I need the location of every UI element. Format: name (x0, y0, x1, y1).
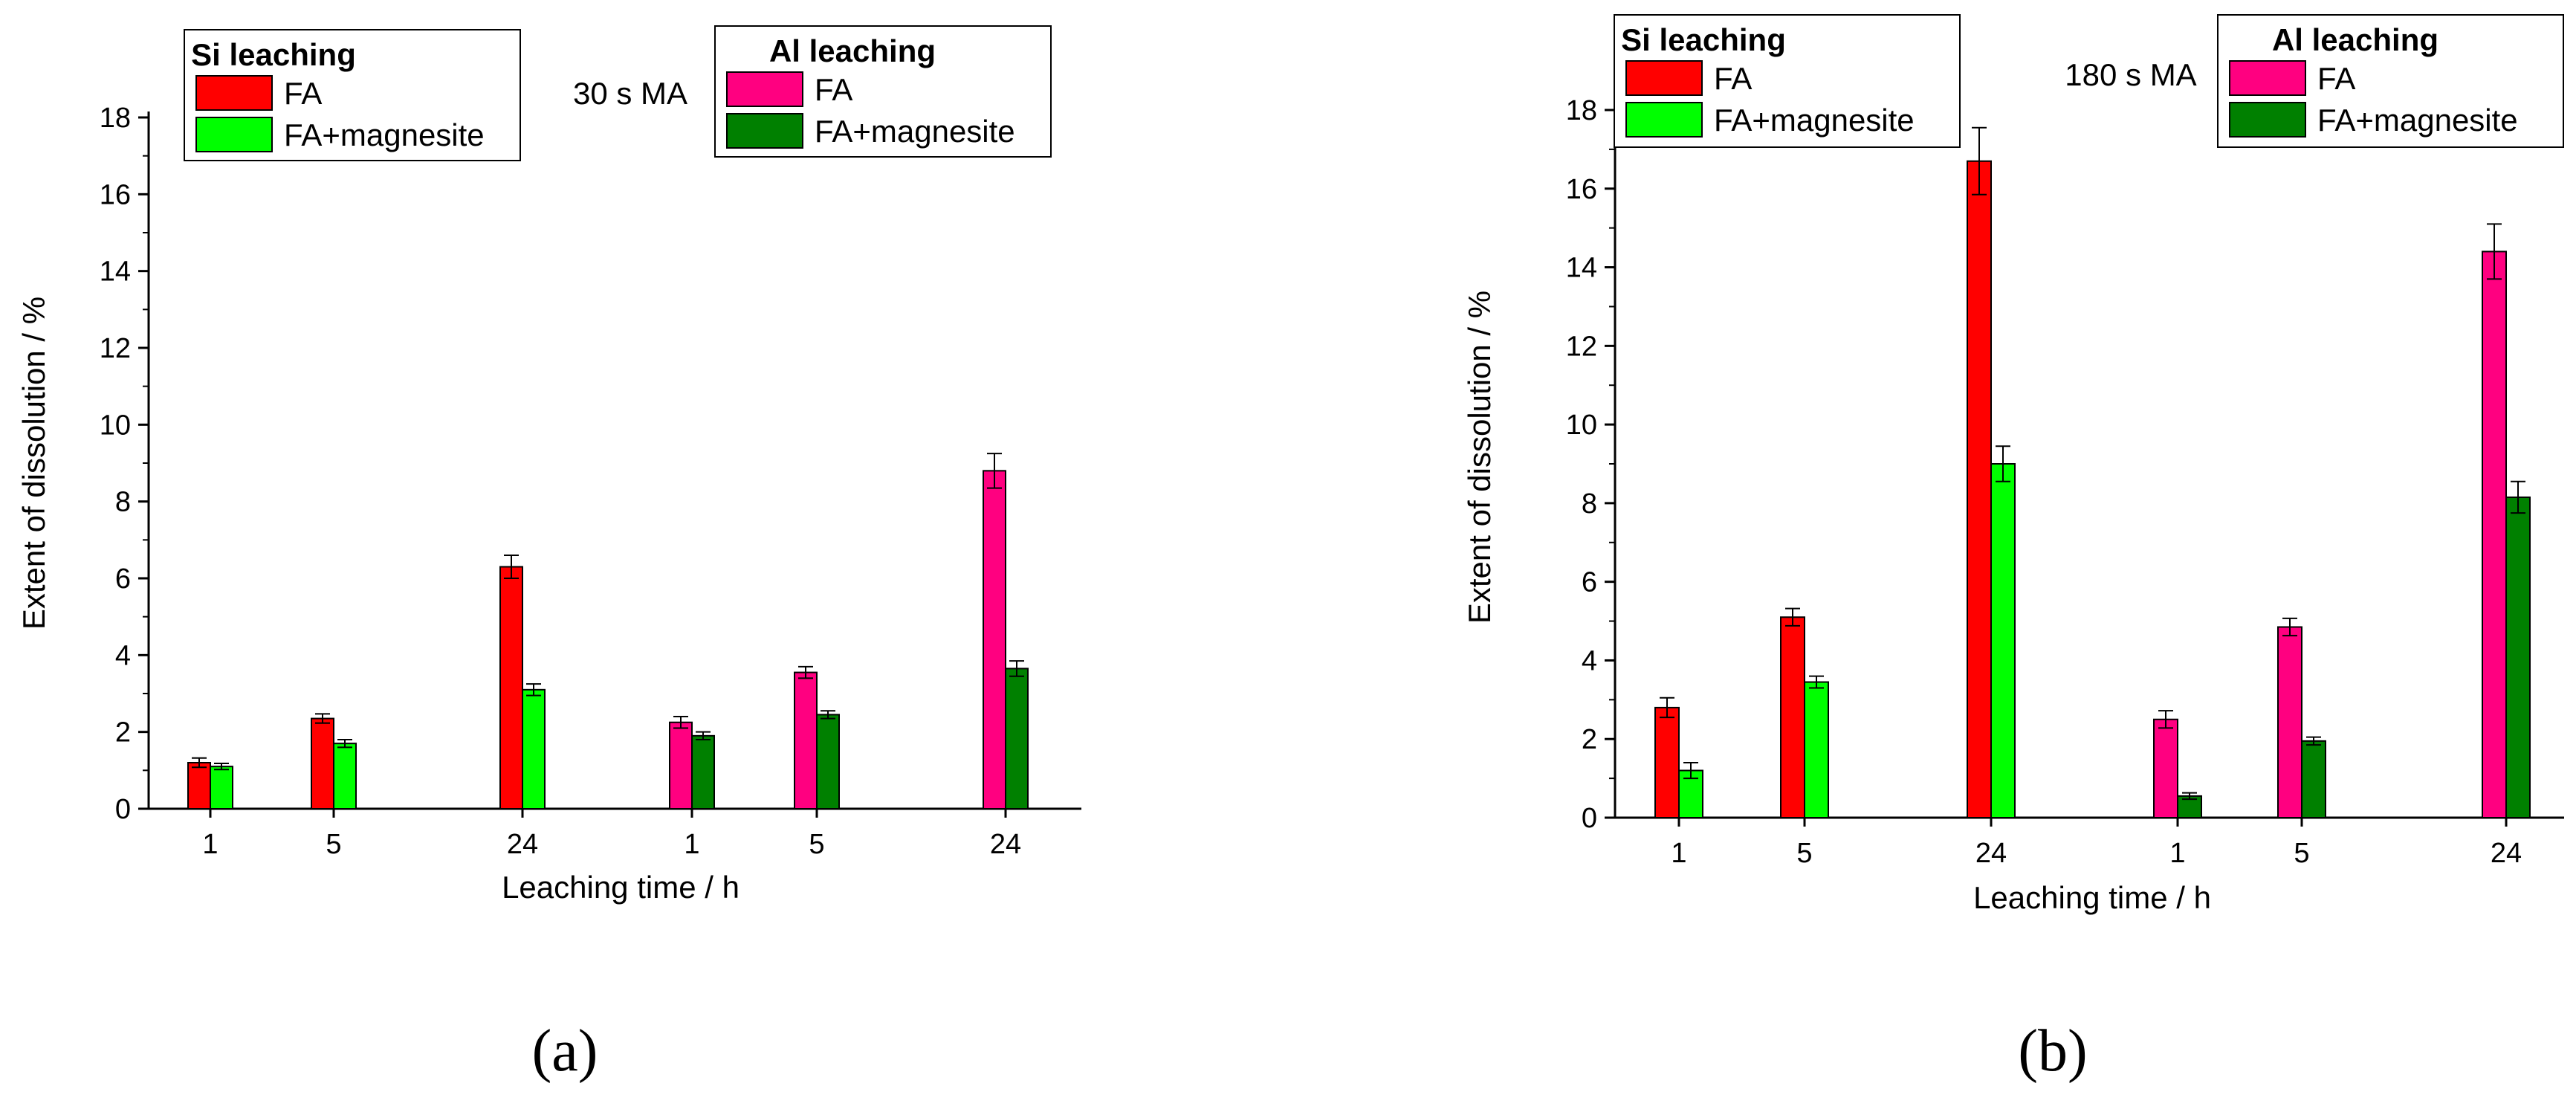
legend-label: FA+magnesite (815, 114, 1015, 149)
bar-al-leaching-fa (794, 671, 818, 809)
legend-si: Si leaching FA FA+magnesite (184, 29, 521, 161)
legend-swatch (2229, 60, 2306, 96)
x-tick-label: 1 (1671, 838, 1686, 869)
x-axis-title: Leaching time / h (1973, 880, 2211, 915)
y-tick-label: 8 (115, 487, 131, 518)
y-tick-label: 10 (1566, 410, 1597, 441)
y-tick-label: 16 (1566, 174, 1597, 205)
y-axis-title: Extent of dissolution / % (1462, 291, 1497, 624)
legend-swatch (1625, 102, 1703, 138)
y-tick-label: 0 (1582, 803, 1597, 834)
bar-si-leaching-fa-magnesite (1990, 463, 2016, 818)
y-tick-label: 2 (1582, 724, 1597, 755)
legend-swatch (1625, 60, 1703, 96)
bar-al-leaching-fa (2277, 626, 2302, 818)
legend-label: FA+magnesite (284, 117, 485, 152)
y-axis-title: Extent of dissolution / % (16, 297, 51, 630)
bar-al-leaching-fa (983, 470, 1006, 809)
bar-al-leaching-fa-magnesite (1005, 668, 1029, 810)
y-tick-label: 18 (1566, 95, 1597, 126)
x-tick-label: 24 (990, 829, 1021, 860)
legend-title: Si leaching (1621, 22, 1786, 57)
bar-si-leaching-fa (1654, 706, 1680, 819)
y-tick-label: 0 (115, 794, 131, 825)
bar-si-leaching-fa (187, 762, 211, 809)
legend-swatch (726, 113, 803, 149)
x-tick-label: 24 (507, 829, 538, 860)
bar-al-leaching-fa (669, 721, 693, 809)
y-tick-label: 4 (115, 640, 131, 671)
x-tick-label: 5 (326, 829, 341, 860)
legend-swatch (195, 117, 273, 152)
x-tick-label: 24 (2491, 838, 2522, 869)
legend-label: FA+magnesite (1714, 103, 1915, 138)
legend-si: Si leaching FA FA+magnesite (1614, 14, 1961, 148)
bar-si-leaching-fa (499, 566, 523, 809)
y-tick-label: 10 (100, 410, 131, 441)
y-tick-label: 12 (1566, 331, 1597, 362)
bar-al-leaching-fa-magnesite (2505, 496, 2531, 818)
legend-swatch (195, 75, 273, 111)
bar-al-leaching-fa (2153, 718, 2178, 818)
legend-al: Al leaching FA FA+magnesite (714, 25, 1052, 158)
treatment-annotation: 180 s MA (2065, 57, 2196, 92)
y-tick-label: 2 (115, 717, 131, 749)
bar-al-leaching-fa-magnesite (2301, 740, 2326, 818)
x-tick-label: 5 (2294, 838, 2309, 869)
legend-title: Al leaching (2272, 22, 2439, 57)
y-tick-label: 12 (100, 333, 131, 364)
bar-al-leaching-fa-magnesite (691, 734, 715, 809)
x-tick-label: 5 (809, 829, 824, 860)
panel-label: (b) (2018, 1018, 2087, 1084)
y-tick-label: 14 (100, 256, 131, 288)
y-tick-label: 16 (100, 179, 131, 210)
panel-label: (a) (532, 1018, 598, 1084)
bar-si-leaching-fa (1967, 160, 1992, 818)
legend-label: FA (2317, 61, 2355, 96)
bar-al-leaching-fa (2482, 251, 2507, 818)
legend-label: FA (1714, 61, 1752, 96)
legend-title: Al leaching (769, 33, 936, 68)
bar-si-leaching-fa-magnesite (210, 766, 233, 809)
bar-si-leaching-fa-magnesite (333, 743, 357, 810)
legend-label: FA+magnesite (2317, 103, 2518, 138)
bar-si-leaching-fa (1780, 616, 1805, 818)
y-tick-label: 18 (100, 103, 131, 134)
y-tick-label: 4 (1582, 645, 1597, 676)
legend-label: FA (284, 76, 322, 111)
bar-al-leaching-fa-magnesite (816, 714, 840, 810)
x-tick-label: 5 (1796, 838, 1812, 869)
legend-title: Si leaching (191, 37, 356, 72)
y-tick-label: 6 (1582, 567, 1597, 598)
y-tick-label: 6 (115, 563, 131, 595)
bar-si-leaching-fa-magnesite (522, 688, 546, 809)
y-tick-label: 8 (1582, 488, 1597, 520)
x-tick-label: 1 (2169, 838, 2185, 869)
legend-al: Al leaching FA FA+magnesite (2217, 14, 2564, 148)
bar-si-leaching-fa (311, 717, 334, 809)
legend-swatch (2229, 102, 2306, 138)
legend-label: FA (815, 72, 852, 107)
y-tick-label: 14 (1566, 253, 1597, 284)
x-tick-label: 1 (684, 829, 699, 860)
x-tick-label: 1 (202, 829, 218, 860)
x-axis-title: Leaching time / h (502, 870, 740, 905)
legend-swatch (726, 71, 803, 107)
x-tick-label: 24 (1975, 838, 2007, 869)
treatment-annotation: 30 s MA (573, 76, 687, 111)
bar-si-leaching-fa-magnesite (1804, 681, 1829, 818)
